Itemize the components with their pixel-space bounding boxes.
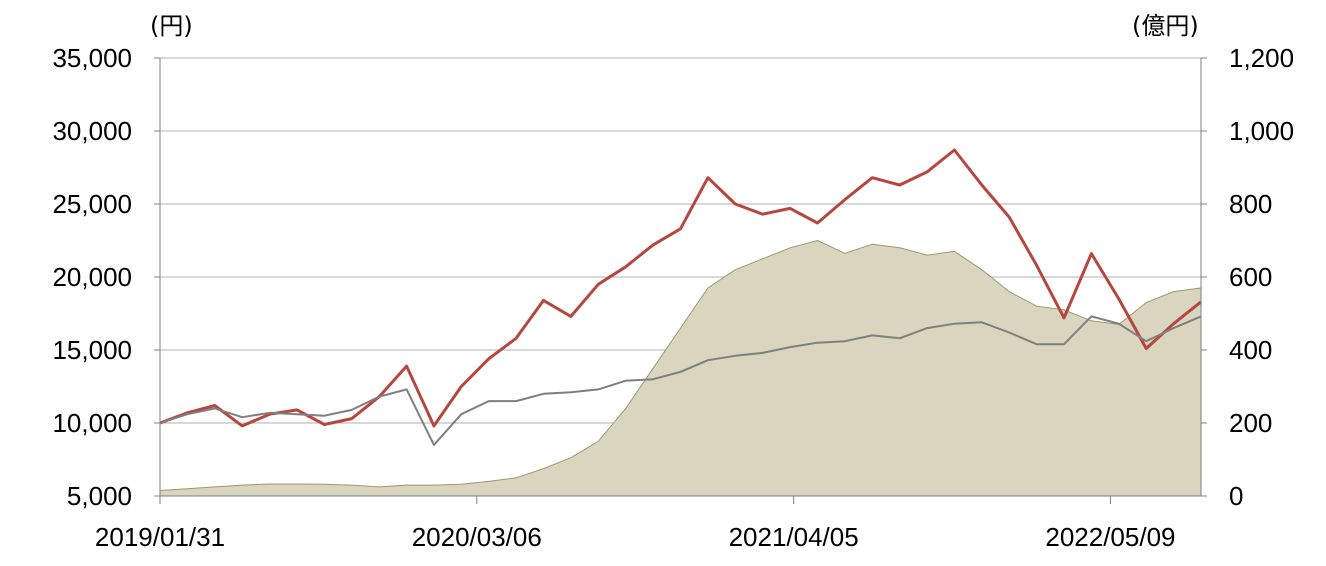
- area-series-layer: [159, 239, 1202, 497]
- left-tick-label: 35,000: [52, 43, 132, 73]
- left-tick-label: 15,000: [52, 335, 132, 365]
- right-tick-label: 800: [1229, 189, 1272, 219]
- right-tick-label: 600: [1229, 262, 1272, 292]
- axes: [154, 57, 1207, 504]
- left-tick-label: 10,000: [52, 408, 132, 438]
- right-tick-label: 0: [1229, 481, 1243, 511]
- line-series-layer: [159, 148, 1202, 446]
- left-axis-unit: (円): [150, 12, 193, 40]
- right-tick-label: 400: [1229, 335, 1272, 365]
- left-tick-label: 25,000: [52, 189, 132, 219]
- right-tick-label: 200: [1229, 408, 1272, 438]
- area-series: [159, 239, 1202, 497]
- right-tick-label: 1,000: [1229, 116, 1294, 146]
- left-tick-label: 20,000: [52, 262, 132, 292]
- line-series-1: [159, 148, 1202, 428]
- right-axis-unit: (億円): [1132, 12, 1199, 40]
- left-tick-label: 30,000: [52, 116, 132, 146]
- line-series-2: [159, 315, 1202, 446]
- x-tick-label: 2022/05/09: [1045, 522, 1175, 552]
- x-tick-label: 2021/04/05: [729, 522, 859, 552]
- left-tick-label: 5,000: [67, 481, 132, 511]
- x-tick-label: 2020/03/06: [412, 522, 542, 552]
- tick-labels: 5,000 10,000 15,000 20,000 25,000 30,000 35,00…: [52, 43, 1294, 552]
- x-tick-label: 2019/01/31: [95, 522, 225, 552]
- right-tick-label: 1,200: [1229, 43, 1294, 73]
